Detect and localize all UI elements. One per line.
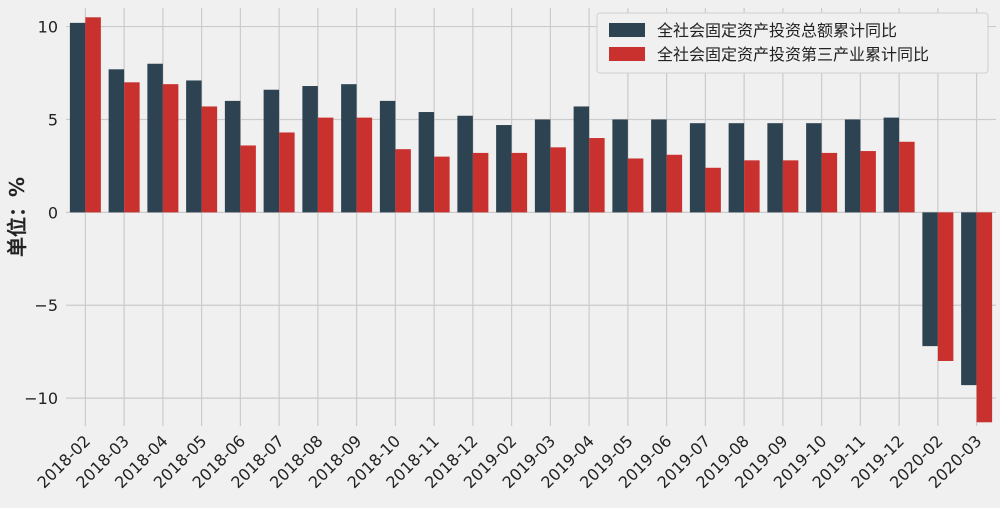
bar-series-2-2019-10 (821, 152, 838, 213)
bar-series-2-2019-03 (550, 147, 566, 213)
bar-series-2-2018-03 (124, 82, 140, 213)
bar-series-1-2019-02 (496, 125, 512, 213)
bar-series-1-2018-07 (263, 89, 280, 213)
y-tick-label: −5 (34, 296, 58, 315)
bar-series-1-2020-02 (922, 212, 938, 347)
bar-series-2-2019-05 (627, 158, 644, 213)
legend-box (596, 12, 989, 74)
bar-series-2-2018-05 (201, 106, 218, 213)
bar-series-1-2018-02 (69, 22, 86, 213)
bar-series-2-2018-09 (356, 117, 373, 213)
bar-series-1-2019-11 (844, 119, 861, 213)
y-axis-label: 单位：% (5, 177, 29, 257)
bar-series-1-2019-09 (767, 123, 783, 213)
bar-series-1-2018-11 (418, 112, 435, 213)
bar-series-1-2019-07 (689, 123, 706, 213)
bar-series-2-2020-02 (937, 212, 954, 361)
bar-series-2-2018-07 (279, 132, 295, 213)
bar-series-2-2018-10 (395, 149, 411, 213)
bar-series-1-2018-06 (224, 100, 241, 213)
legend-swatch-2 (609, 47, 645, 61)
bar-series-1-2018-12 (457, 115, 473, 213)
bar-series-1-2018-09 (341, 84, 357, 213)
bar-series-1-2019-08 (728, 123, 745, 213)
bar-series-1-2018-03 (108, 69, 125, 213)
bar-series-2-2019-06 (666, 154, 683, 213)
y-tick-label: 0 (48, 203, 58, 222)
bar-series-2-2019-08 (744, 160, 760, 213)
bar-series-2-2019-12 (899, 141, 915, 213)
bar-series-2-2019-07 (705, 167, 721, 213)
bar-series-1-2019-04 (573, 106, 590, 213)
bar-series-1-2019-06 (651, 119, 667, 213)
y-tick-label: 5 (48, 110, 58, 129)
bar-series-2-2020-03 (976, 212, 993, 423)
legend-label-2: 全社会固定资产投资第三产业累计同比 (657, 45, 929, 64)
bar-series-2-2019-02 (511, 152, 528, 213)
bar-series-1-2019-03 (534, 119, 551, 213)
bar-series-2-2018-06 (240, 145, 256, 213)
bar-series-1-2018-04 (147, 63, 163, 213)
y-tick-label: −10 (24, 389, 58, 408)
bar-series-1-2019-10 (806, 123, 822, 213)
bar-series-1-2018-10 (379, 100, 396, 213)
bar-series-2-2018-11 (434, 156, 450, 213)
bar-series-1-2019-05 (612, 119, 628, 213)
bar-series-2-2018-02 (85, 17, 101, 213)
y-tick-label: 10 (38, 18, 58, 37)
bar-series-1-2019-12 (883, 117, 900, 213)
bar-series-2-2019-11 (860, 151, 876, 213)
bar-series-2-2019-04 (589, 138, 605, 213)
bar-series-2-2018-12 (472, 152, 489, 213)
legend-label-1: 全社会固定资产投资总额累计同比 (657, 21, 897, 40)
bar-series-2-2019-09 (782, 160, 799, 213)
bar-series-1-2018-05 (186, 80, 202, 213)
legend-swatch-1 (609, 23, 645, 37)
bar-series-2-2018-04 (162, 84, 179, 213)
bar-series-2-2018-08 (317, 117, 334, 213)
bar-series-1-2018-08 (302, 86, 318, 213)
bar-series-1-2020-03 (961, 212, 977, 386)
